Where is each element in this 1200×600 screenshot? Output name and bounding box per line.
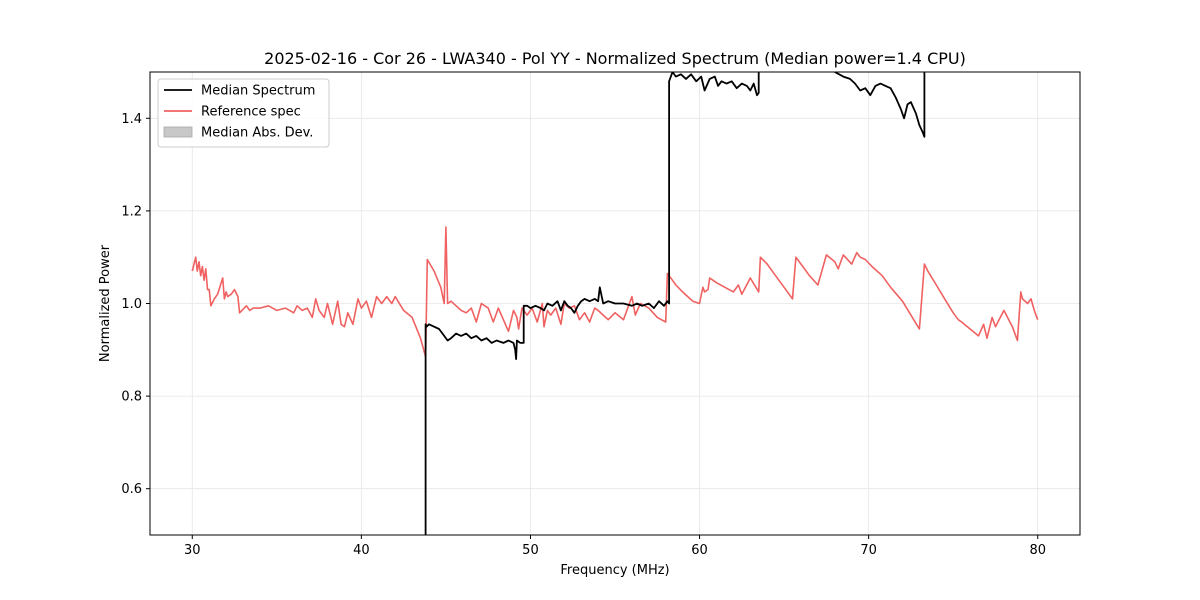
y-tick-label: 1.0: [121, 297, 142, 312]
x-tick-label: 50: [522, 543, 539, 558]
legend-label: Median Abs. Dev.: [201, 126, 313, 141]
legend: Median Spectrum Reference spec Median Abs.…: [157, 78, 330, 148]
legend-patch-swatch: [163, 126, 193, 138]
x-tick-label: 70: [860, 543, 877, 558]
x-tick-label: 30: [184, 543, 201, 558]
legend-box: [157, 78, 330, 148]
y-tick-label: 0.6: [121, 482, 142, 497]
plot-area: [191, 72, 1039, 535]
x-axis-label: Frequency (MHz): [560, 563, 669, 578]
median-spectrum-line: [424, 72, 760, 535]
y-tick-label: 0.8: [121, 390, 142, 405]
reference-spec-line: [191, 226, 1039, 358]
x-tick-label: 60: [691, 543, 708, 558]
legend-label: Reference spec: [201, 105, 301, 120]
median-spectrum-line: [834, 72, 926, 138]
x-tick-label: 80: [1029, 543, 1046, 558]
chart-title: 2025-02-16 - Cor 26 - LWA340 - Pol YY - …: [264, 49, 966, 68]
y-tick-label: 1.4: [121, 112, 142, 127]
ticks: 30 40 50 60 70 80 0.6 0.8 1.0 1.2 1.4: [121, 112, 1046, 558]
y-axis-label: Normalized Power: [98, 244, 113, 362]
series-group: [191, 72, 1039, 535]
legend-label: Median Spectrum: [201, 84, 315, 99]
x-tick-label: 40: [353, 543, 370, 558]
y-tick-label: 1.2: [121, 204, 142, 219]
